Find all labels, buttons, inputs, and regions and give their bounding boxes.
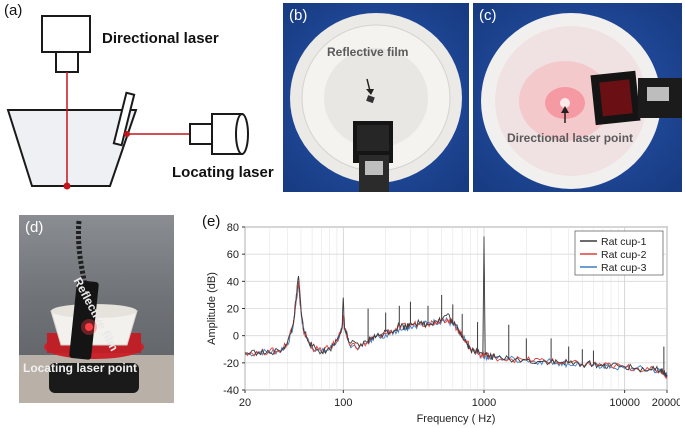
legend-label: Rat cup-1 xyxy=(601,236,647,248)
panel-d-label: (d) xyxy=(25,219,44,236)
panel-a: (a) Directional laser Locating laser xyxy=(0,0,285,195)
directional-laser-point-annotation: Directional laser point xyxy=(507,131,634,145)
directional-laser-spot xyxy=(63,182,71,190)
y-axis-title: Amplitude (dB) xyxy=(206,272,218,345)
x-tick-label: 10000 xyxy=(609,397,640,409)
locating-laser-nozzle xyxy=(189,123,213,145)
y-tick-label: 0 xyxy=(233,331,239,343)
y-tick-label: 40 xyxy=(227,276,239,288)
y-tick-label: -40 xyxy=(223,385,239,397)
locating-laser-point-annotation: Locating laser point xyxy=(23,361,138,375)
legend-label: Rat cup-2 xyxy=(601,249,647,261)
bowl-photo-b xyxy=(290,13,462,192)
locating-laser-lens xyxy=(235,113,249,155)
x-axis-title: Frequency ( Hz) xyxy=(417,413,496,425)
y-tick-label: 60 xyxy=(227,249,239,261)
panel-c-label: (c) xyxy=(479,7,497,24)
directional-laser-label: Directional laser xyxy=(102,30,219,47)
panel-d-photo: (d) Reflective film Locating laser point xyxy=(19,215,174,403)
series-line-rat-cup-3 xyxy=(244,283,668,377)
y-tick-label: 20 xyxy=(227,304,239,316)
y-tick-label: 80 xyxy=(227,222,239,234)
frequency-response-chart: -40 -20 0 20 40 60 80 20 100 1000 10000 20000 Freque… xyxy=(206,222,680,425)
directional-laser-body xyxy=(41,15,91,53)
directional-laser-nozzle xyxy=(55,51,79,73)
locating-laser-spot xyxy=(124,131,130,137)
bowl-photo-c xyxy=(481,13,682,189)
series-line-rat-cup-1 xyxy=(244,236,668,378)
panel-b-label: (b) xyxy=(289,7,308,24)
y-tick-label: -20 xyxy=(223,358,239,370)
cup-outline xyxy=(6,109,138,187)
reflective-film-plate xyxy=(112,91,136,147)
locating-laser-label: Locating laser xyxy=(172,164,274,181)
legend-label: Rat cup-3 xyxy=(601,262,647,274)
schematic-diagram xyxy=(6,15,249,190)
rat-cup-photo xyxy=(19,220,174,403)
panel-c-photo: (c) Directional laser point xyxy=(473,3,682,192)
x-tick-label: 20 xyxy=(239,397,251,409)
panel-a-label: (a) xyxy=(4,2,23,19)
x-tick-label: 1000 xyxy=(472,397,496,409)
reflective-film-annotation: Reflective film xyxy=(327,45,409,59)
x-tick-label: 20000 xyxy=(652,397,680,409)
x-tick-label: 100 xyxy=(334,397,352,409)
panel-e-label: (e) xyxy=(202,213,221,230)
panel-b-photo: (b) Reflective film xyxy=(283,3,469,192)
